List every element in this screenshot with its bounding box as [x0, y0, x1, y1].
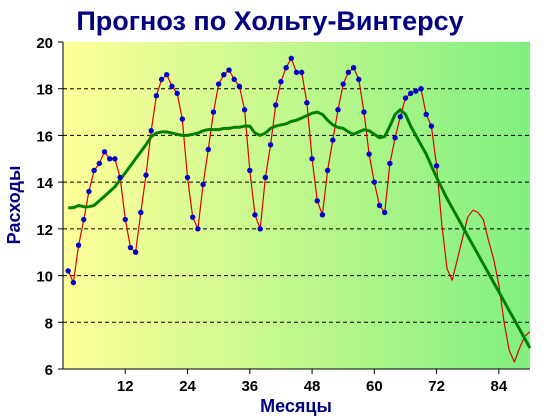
observed-point — [423, 111, 429, 118]
observed-point — [215, 81, 222, 87]
observed-point — [117, 174, 123, 181]
observed-point — [153, 93, 160, 99]
y-tick-label-14: 14 — [36, 175, 53, 192]
observed-point — [278, 79, 284, 85]
observed-point — [247, 167, 253, 174]
y-tick-label-10: 10 — [36, 269, 53, 286]
observed-point — [86, 188, 92, 195]
observed-point — [418, 86, 424, 92]
observed-point — [221, 72, 227, 78]
observed-point — [138, 209, 144, 216]
y-tick-label-6: 6 — [45, 362, 53, 379]
observed-point — [340, 81, 346, 87]
observed-point — [283, 64, 289, 71]
observed-point — [392, 135, 398, 141]
tick-labels: 12 24 36 48 60 72 84 6 8 10 12 14 16 18 20 — [36, 35, 508, 395]
observed-point — [226, 67, 232, 73]
observed-point — [298, 69, 305, 76]
axes — [58, 41, 530, 374]
observed-point — [257, 226, 263, 232]
x-tick-label-84: 84 — [491, 378, 508, 395]
observed-point — [252, 212, 258, 218]
observed-point — [81, 216, 87, 223]
observed-point — [65, 268, 71, 274]
observed-point — [164, 72, 170, 78]
observed-point — [397, 114, 403, 120]
x-tick-label-24: 24 — [179, 378, 196, 395]
observed-point — [361, 109, 367, 115]
y-tick-label-16: 16 — [36, 128, 53, 145]
observed-point — [236, 83, 243, 90]
observed-point — [335, 107, 341, 113]
observed-point — [387, 160, 393, 167]
observed-point — [101, 149, 108, 155]
observed-point — [190, 214, 196, 220]
observed-point — [195, 226, 201, 232]
observed-point — [314, 198, 320, 204]
observed-point — [267, 142, 274, 148]
observed-point — [179, 116, 186, 122]
x-tick-label-72: 72 — [428, 378, 445, 395]
observed-point — [184, 174, 191, 181]
observed-point — [402, 95, 409, 101]
observed-point — [371, 179, 378, 185]
y-tick-label-18: 18 — [36, 82, 53, 99]
series — [65, 55, 532, 363]
plot-area — [63, 42, 530, 369]
observed-point — [205, 146, 211, 153]
observed-point — [319, 212, 326, 218]
observed-point — [143, 172, 149, 178]
observed-point — [241, 107, 248, 113]
y-axis-label: Расходы — [4, 166, 24, 245]
observed-point — [413, 88, 419, 94]
y-tick-label-20: 20 — [36, 35, 53, 52]
x-tick-label-36: 36 — [241, 378, 258, 395]
observed-point — [210, 109, 217, 115]
observed-point — [75, 242, 82, 248]
observed-point — [293, 69, 300, 76]
observed-point — [366, 151, 372, 157]
observed-point — [324, 167, 331, 174]
observed-point — [158, 76, 165, 83]
observed-point — [112, 156, 118, 162]
observed-point — [309, 156, 315, 162]
observed-point — [350, 64, 357, 71]
observed-point — [433, 163, 440, 169]
observed-point — [407, 90, 414, 97]
observed-point — [376, 202, 383, 209]
observed-point — [345, 69, 352, 76]
chart-title: Прогноз по Хольту-Винтерсу — [76, 6, 463, 36]
observed-point — [169, 83, 175, 90]
observed-point — [200, 181, 206, 188]
observed-point — [174, 90, 180, 97]
observed-point — [304, 100, 310, 106]
observed-point — [330, 137, 336, 143]
grid-lines — [63, 88, 530, 323]
observed-point — [96, 160, 103, 167]
observed-point — [262, 174, 269, 181]
x-tick-label-60: 60 — [366, 378, 383, 395]
y-tick-label-12: 12 — [36, 222, 53, 239]
observed-point — [127, 244, 134, 251]
observed-point — [273, 102, 279, 108]
observed-point — [428, 123, 435, 129]
observed-point — [70, 279, 77, 286]
observed-point — [288, 55, 295, 62]
y-tick-label-8: 8 — [45, 315, 53, 332]
observed-point — [148, 128, 154, 134]
observed-point — [91, 167, 97, 174]
observed-point — [122, 216, 128, 223]
observed-point — [382, 209, 388, 216]
series-trend-line — [68, 108, 532, 349]
observed-point — [356, 76, 362, 83]
observed-point — [231, 76, 237, 83]
x-tick-label-48: 48 — [304, 378, 321, 395]
observed-point — [132, 249, 139, 255]
observed-point — [107, 156, 113, 162]
x-tick-label-12: 12 — [117, 378, 134, 395]
x-axis-label: Месяцы — [260, 396, 332, 416]
